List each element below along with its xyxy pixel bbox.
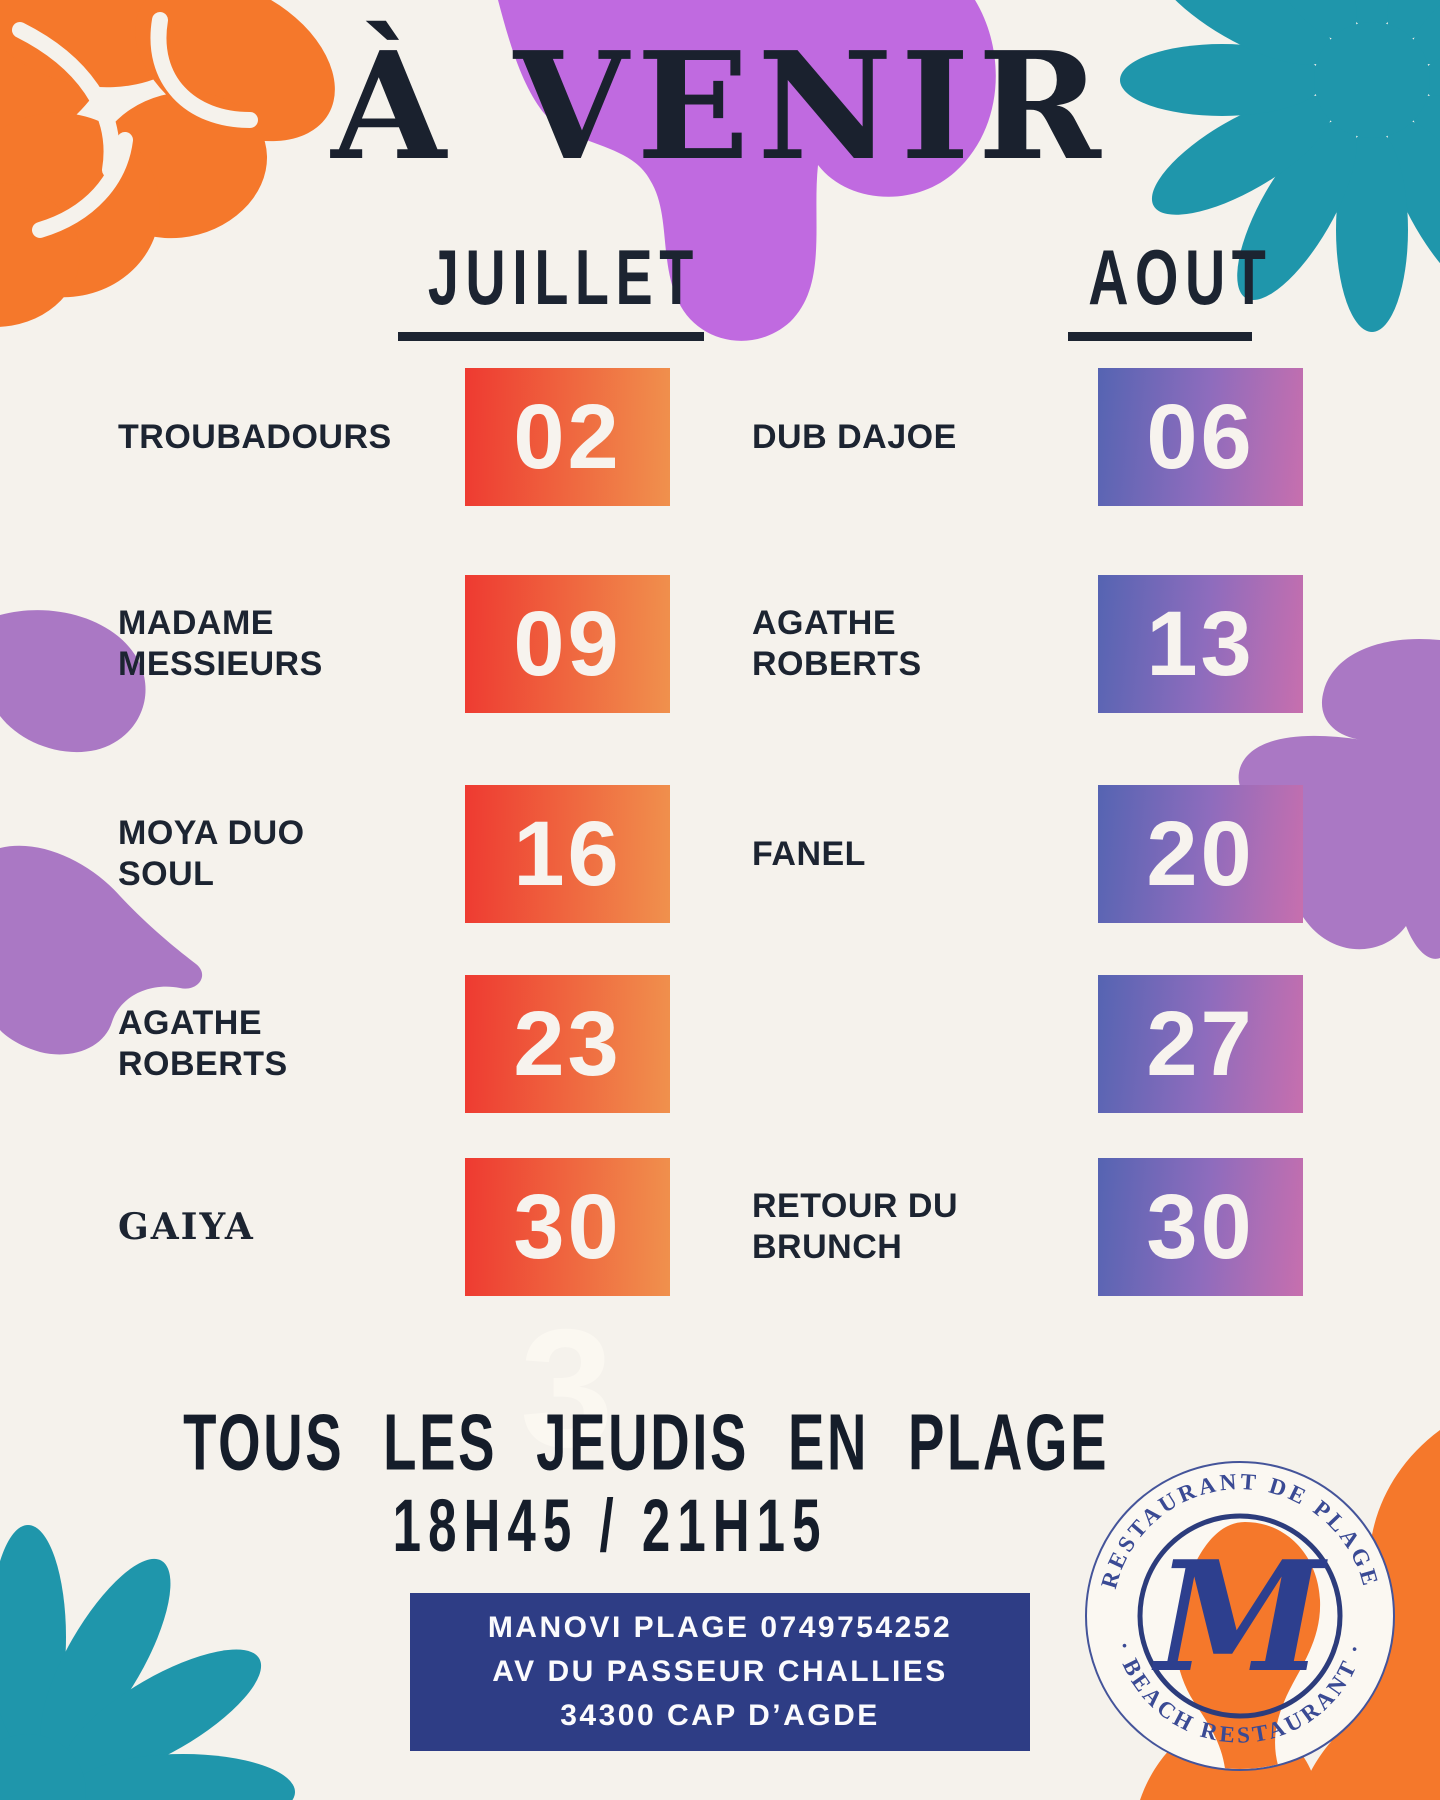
month-header-juillet: JUILLET: [398, 234, 704, 341]
event-date-box: 30: [1098, 1158, 1303, 1296]
contact-box: MANOVI PLAGE 0749754252 AV DU PASSEUR CH…: [410, 1593, 1030, 1751]
event-date-box: 30: [465, 1158, 670, 1296]
event-date-box: 02: [465, 368, 670, 506]
event-date: 23: [513, 992, 622, 1095]
daisy-icon: [0, 1525, 295, 1800]
event-date-box: 27: [1098, 975, 1303, 1113]
daisy-icon: [1120, 0, 1440, 332]
event-label: DUB DAJOE: [752, 417, 957, 456]
event-label: [752, 975, 1090, 1113]
event-date-box: 09: [465, 575, 670, 713]
event-date-box: 06: [1098, 368, 1303, 506]
event-label: AGATHE ROBERTS: [118, 1004, 288, 1083]
schedule: TOUS LES JEUDIS EN PLAGE 18H45 / 21H15: [120, 1398, 1106, 1567]
event-label: GAIYA: [118, 1205, 255, 1248]
schedule-line2: 18H45 / 21H15: [392, 1484, 828, 1568]
contact-line1: MANOVI PLAGE 0749754252: [487, 1611, 953, 1644]
event-date-box: 23: [465, 975, 670, 1113]
poster-title: À VENIR: [331, 19, 1109, 193]
event-date: 13: [1146, 592, 1255, 695]
event-label: FANEL: [752, 834, 866, 873]
month-name: JUILLET: [427, 234, 700, 321]
event-label: MOYA DUO SOUL: [118, 814, 305, 893]
contact-line2: AV DU PASSEUR CHALLIES: [492, 1655, 948, 1688]
event-label: TROUBADOURS: [118, 417, 392, 456]
event-date: 20: [1146, 802, 1255, 905]
month-name: AOUT: [1088, 234, 1273, 321]
coral-icon: [0, 610, 203, 1055]
event-date: 09: [513, 592, 622, 695]
contact-line3: 34300 CAP D’AGDE: [560, 1699, 880, 1732]
schedule-line1: TOUS LES JEUDIS EN PLAGE: [183, 1399, 1110, 1488]
groovy-flower-icon: [0, 0, 335, 327]
event-label: AGATHE ROBERTS: [752, 604, 922, 683]
purple-blob-icon: [498, 0, 996, 341]
event-date: 27: [1146, 992, 1255, 1095]
event-date: 02: [513, 385, 622, 488]
event-date-box: 16: [465, 785, 670, 923]
seal-inner-circle: [1137, 1513, 1343, 1719]
event-date-box: 13: [1098, 575, 1303, 713]
event-label: RETOUR DU BRUNCH: [752, 1187, 958, 1266]
event-date: 30: [1146, 1175, 1255, 1278]
event-date: 06: [1146, 385, 1255, 488]
month-header-aout: AOUT: [1068, 234, 1266, 341]
restaurant-logo: RESTAURANT DE PLAGE · BEACH RESTAURANT ·…: [1085, 1461, 1395, 1771]
ghost-numeral: 3: [520, 1294, 614, 1482]
event-date: 30: [513, 1175, 622, 1278]
event-date-box: 20: [1098, 785, 1303, 923]
event-date: 16: [513, 802, 622, 905]
logo-monogram: M: [1151, 1527, 1328, 1706]
event-label: MADAME MESSIEURS: [118, 604, 323, 683]
